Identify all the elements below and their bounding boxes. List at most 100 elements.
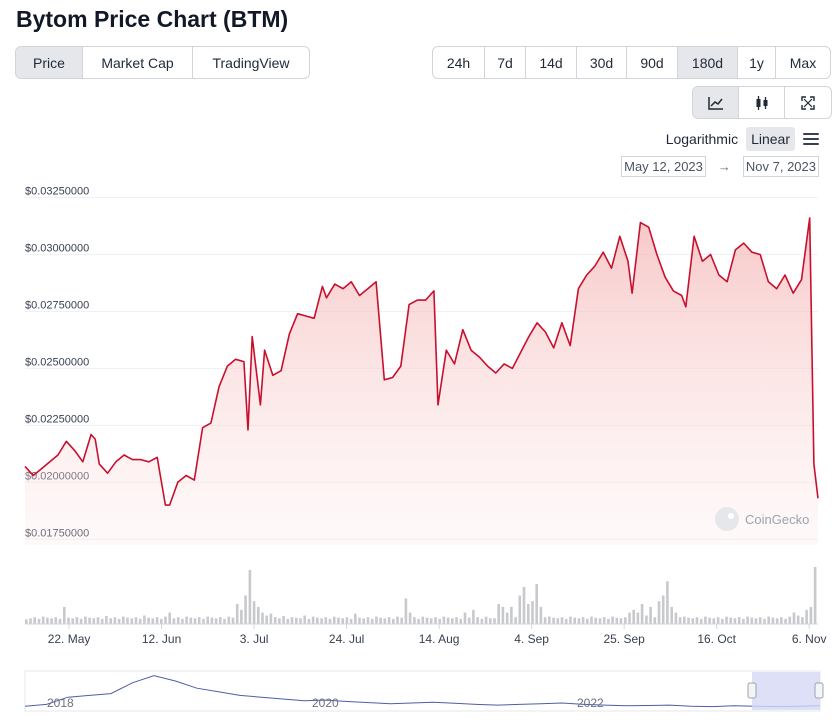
volume-bar	[493, 618, 496, 624]
volume-bar	[649, 606, 652, 624]
volume-bar	[206, 616, 209, 624]
line-chart-icon	[707, 96, 723, 110]
volume-bar	[425, 617, 429, 624]
volume-bar	[780, 617, 783, 624]
navigator[interactable]: 2018 2020 2022	[24, 670, 824, 712]
range-180d[interactable]: 180d	[678, 47, 738, 78]
volume-bar	[666, 581, 669, 625]
volume-bar	[240, 609, 243, 625]
volume-bar	[636, 612, 640, 624]
volume-bar	[522, 587, 526, 625]
range-max[interactable]: Max	[789, 54, 817, 71]
range-1y[interactable]: 1y	[738, 47, 776, 78]
volume-bar	[683, 616, 686, 624]
page-title: Bytom Price Chart (BTM)	[16, 6, 289, 32]
tab-price[interactable]: Price	[16, 47, 83, 78]
volume-bar	[527, 604, 530, 624]
watermark: CoinGecko	[715, 507, 809, 531]
volume-bar	[96, 617, 100, 624]
volume-bar	[674, 612, 678, 624]
volume-bar	[400, 617, 403, 624]
volume-bar	[742, 618, 745, 624]
volume-bar	[699, 618, 703, 624]
volume-bar	[750, 617, 754, 624]
range-24h[interactable]: 24h	[433, 47, 485, 78]
volume-bar	[489, 618, 492, 624]
navigator-left-handle[interactable]	[747, 682, 757, 699]
volume-bar	[476, 617, 479, 624]
volume-bar	[25, 619, 28, 624]
date-to-input[interactable]: Nov 7, 2023	[742, 156, 819, 177]
volume-bar	[197, 617, 201, 624]
volume-bar	[510, 606, 513, 624]
volume-bar	[41, 616, 45, 624]
volume-bar	[455, 617, 458, 624]
line-chart-button[interactable]	[693, 87, 739, 118]
arrow-right-icon: →	[717, 159, 731, 174]
volume-bar	[640, 604, 644, 624]
volume-bar	[354, 613, 357, 624]
scale-linear[interactable]: Linear	[746, 127, 795, 151]
volume-bar	[632, 609, 635, 625]
volume-bar	[615, 617, 619, 624]
volume-bar	[758, 617, 762, 624]
volume-bar	[214, 618, 218, 624]
volume-bar	[307, 618, 311, 624]
volume-bar	[345, 617, 349, 624]
volume-bar	[539, 606, 543, 624]
volume-bar	[122, 616, 125, 624]
volume-bar	[164, 616, 167, 624]
tab-tradingview[interactable]: TradingView	[212, 54, 290, 71]
scale-logarithmic[interactable]: Logarithmic	[665, 131, 739, 147]
volume-bar	[227, 616, 231, 624]
volume-bar	[105, 616, 108, 624]
volume-bar	[46, 617, 49, 624]
chart-type-tabs: Price Market Cap TradingView	[15, 46, 310, 79]
y-tick-label: $0.02500000	[25, 356, 89, 368]
candlestick-button[interactable]	[739, 87, 785, 118]
navigator-series	[24, 675, 821, 708]
navigator-year-label: 2018	[47, 696, 74, 710]
x-tick-label: 6. Nov	[792, 632, 827, 646]
volume-bar	[813, 567, 817, 624]
range-7d[interactable]: 7d	[485, 47, 526, 78]
volume-bar	[577, 618, 581, 624]
volume-bar	[687, 617, 690, 624]
volume-bar	[54, 617, 58, 624]
navigator-right-handle[interactable]	[814, 682, 824, 699]
date-from-input[interactable]: May 12, 2023	[621, 156, 706, 177]
volume-bar	[784, 618, 787, 624]
volume-bar	[771, 617, 775, 624]
volume-bar	[704, 616, 707, 624]
volume-bar	[442, 616, 446, 624]
volume-bar	[421, 616, 425, 624]
volume-bar	[484, 616, 488, 624]
volume-bar	[573, 617, 576, 624]
volume-bar	[598, 618, 602, 624]
volume-bar	[379, 617, 382, 624]
volume-bar	[134, 617, 138, 624]
range-90d[interactable]: 90d	[627, 47, 678, 78]
volume-bar	[185, 616, 188, 624]
volume-bar	[223, 618, 226, 624]
volume-bar	[113, 617, 117, 624]
volume-bar	[303, 615, 306, 624]
range-30d[interactable]: 30d	[577, 47, 627, 78]
volume-bar	[282, 616, 285, 624]
volume-bar	[746, 616, 749, 624]
price-line	[24, 217, 819, 506]
expand-icon	[801, 95, 815, 110]
volume-bar	[792, 612, 796, 624]
volume-bar	[126, 617, 129, 624]
volume-bar	[708, 617, 711, 624]
navigator-selection[interactable]	[752, 672, 820, 710]
volume-bar	[472, 609, 475, 625]
tab-market-cap[interactable]: Market Cap	[83, 47, 193, 78]
volume-bar	[79, 618, 83, 624]
volume-bar	[556, 618, 560, 624]
fullscreen-button[interactable]	[785, 87, 831, 118]
range-14d[interactable]: 14d	[526, 47, 577, 78]
hamburger-menu-icon[interactable]	[803, 133, 819, 145]
volume-bar	[463, 612, 467, 624]
